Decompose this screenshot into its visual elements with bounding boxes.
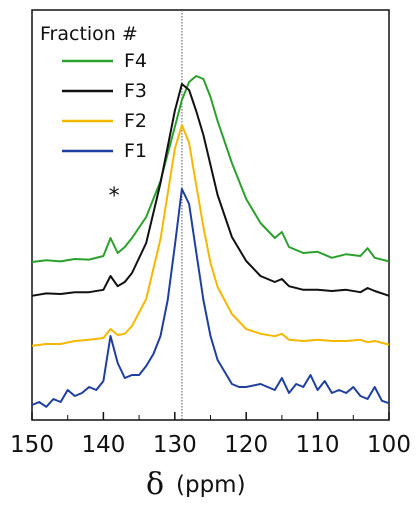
x-axis-label-symbol: δ	[146, 467, 164, 502]
plot-frame	[31, 9, 390, 421]
x-ticks: 150 140 130 120 110 100	[10, 412, 411, 458]
legend-label-f1: F1	[124, 140, 147, 162]
legend-label-f3: F3	[124, 80, 147, 102]
annotation-asterisk: *	[109, 184, 120, 209]
legend-title: Fraction #	[40, 23, 138, 45]
x-axis-label-unit: (ppm)	[176, 472, 246, 498]
legend-label-f4: F4	[124, 50, 147, 72]
legend-label-f2: F2	[124, 110, 147, 132]
x-tick-label: 140	[81, 432, 125, 458]
x-tick-label: 150	[10, 432, 54, 458]
x-tick-label: 100	[367, 432, 411, 458]
legend: Fraction # F4 F3 F2 F1	[40, 23, 147, 162]
series-line-f4	[31, 75, 390, 263]
legend-items: F4 F3 F2 F1	[62, 50, 147, 162]
series-layer	[31, 75, 390, 408]
series-line-f3	[31, 83, 390, 297]
series-line-f2	[31, 124, 390, 347]
x-tick-label: 130	[153, 432, 197, 458]
x-tick-label: 120	[224, 432, 268, 458]
x-tick-label: 110	[296, 432, 340, 458]
series-line-f1	[31, 188, 390, 408]
